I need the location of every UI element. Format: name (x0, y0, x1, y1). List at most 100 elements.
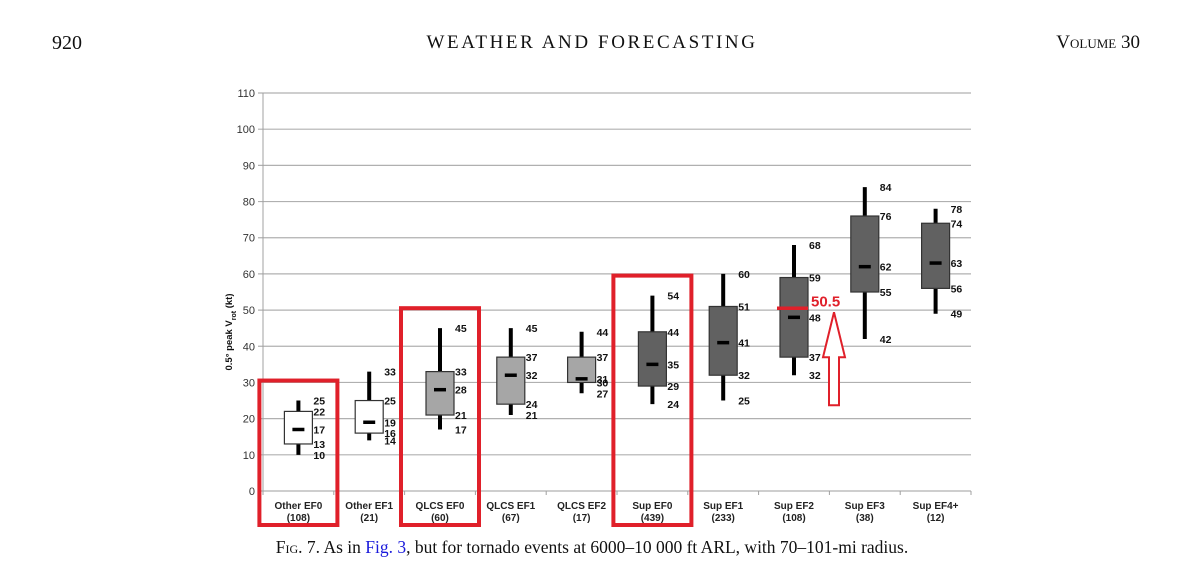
box-sup-ef2: 68 59 48 37 32 (779, 240, 821, 382)
value-label-q1: 21 (455, 410, 467, 422)
category-label: Other EF1 (345, 501, 393, 512)
value-label-min: 14 (384, 435, 396, 447)
iqr-box (496, 356, 526, 405)
value-label-max: 45 (455, 323, 467, 335)
value-label-min: 10 (313, 450, 325, 462)
value-label-median: 32 (526, 370, 538, 382)
value-label-median: 35 (667, 359, 679, 371)
value-label-q3: 59 (809, 273, 821, 285)
value-label-q1: 16 (384, 428, 396, 440)
caption-text-1: As in (320, 537, 366, 557)
value-label-q3: 37 (526, 352, 538, 364)
value-label-max: 68 (809, 240, 821, 252)
caption-text-2: , but for tornado events at 6000–10 000 … (406, 537, 909, 557)
iqr-box (920, 222, 951, 289)
value-label-median: 17 (313, 424, 325, 436)
y-tick-label: 80 (243, 197, 255, 209)
category-label: QLCS EF0 (416, 501, 465, 512)
value-label-min: 42 (880, 334, 892, 346)
value-label-q1: 13 (313, 439, 325, 451)
y-tick-label: 90 (243, 160, 255, 172)
value-label-median: 31 (597, 374, 609, 386)
value-label-median: 19 (384, 417, 396, 429)
value-label-q3: 51 (738, 301, 750, 313)
box-sup-ef0: 54 44 35 29 24 (637, 291, 679, 411)
value-label-q1: 37 (809, 352, 821, 364)
box-sup-ef3: 84 76 62 55 42 (850, 182, 892, 346)
category-label: Other EF0 (275, 501, 323, 512)
category-count: (38) (856, 513, 874, 524)
y-tick-label: 10 (243, 450, 255, 462)
category-label: Sup EF0 (632, 501, 672, 512)
value-label-median: 63 (951, 258, 963, 270)
y-tick-label: 30 (243, 377, 255, 389)
marker-value-label: 50.5 (811, 293, 840, 310)
category-count: (233) (712, 513, 735, 524)
value-label-median: 62 (880, 262, 892, 274)
y-tick-label: 0 (249, 486, 255, 498)
iqr-box (354, 399, 384, 434)
caption-prefix: Fig. 7. (275, 537, 321, 557)
category-label: Sup EF3 (845, 501, 885, 512)
iqr-box (425, 371, 455, 416)
y-tick-label: 40 (243, 341, 255, 353)
highlight-box (257, 378, 340, 527)
category-label: Sup EF2 (774, 501, 814, 512)
box-sup-ef1: 60 51 41 32 25 (708, 269, 750, 408)
journal-title: WEATHER AND FORECASTING (426, 32, 758, 53)
iqr-box (708, 305, 738, 376)
value-label-max: 78 (951, 204, 963, 216)
fig3-link[interactable]: Fig. 3 (365, 537, 407, 557)
value-label-max: 60 (738, 269, 750, 281)
category-label: QLCS EF1 (486, 501, 535, 512)
value-label-max: 54 (667, 291, 679, 303)
value-label-q1: 29 (667, 381, 679, 393)
value-label-min: 49 (951, 309, 963, 321)
value-label-q1: 32 (738, 370, 750, 382)
box-qlcs-ef0: 45 33 28 21 17 (425, 323, 467, 436)
category-count: (17) (573, 513, 591, 524)
boxes: 2522171310332519161445332821174537322421… (283, 182, 963, 462)
y-axis-label-prefix: 0.5° peak V (224, 320, 235, 371)
highlight-box (611, 273, 694, 528)
value-label-q1: 30 (597, 377, 609, 389)
volume-label: Volume 30 (1056, 32, 1140, 53)
iqr-box (850, 215, 880, 293)
figure-caption: Fig. 7. As in Fig. 3, but for tornado ev… (0, 537, 1184, 558)
value-label-q1: 24 (526, 399, 538, 411)
value-label-min: 21 (526, 410, 538, 422)
iqr-box (283, 410, 313, 445)
value-label-q1: 55 (880, 287, 892, 299)
value-label-max: 33 (384, 367, 396, 379)
y-axis-label-unit: (kt) (224, 293, 235, 310)
value-label-q3: 44 (667, 327, 679, 339)
value-label-q3: 37 (597, 352, 609, 364)
category-count: (439) (641, 513, 664, 524)
y-axis-label: 0.5° peak Vrot (kt) (224, 293, 238, 370)
value-label-max: 45 (526, 323, 538, 335)
y-tick-label: 20 (243, 414, 255, 426)
value-label-min: 27 (597, 388, 609, 400)
category-count: (21) (360, 513, 378, 524)
value-label-median: 41 (738, 338, 750, 350)
up-arrow-icon (821, 312, 847, 407)
value-label-q3: 25 (384, 396, 396, 408)
y-tick-labels: 0 10 20 30 40 50 60 70 80 90 100 110 (237, 88, 255, 498)
value-label-q3: 76 (880, 211, 892, 223)
highlight-box (399, 306, 481, 527)
page-number: 920 (52, 32, 82, 54)
value-label-median: 48 (809, 312, 821, 324)
y-tick-label: 100 (237, 124, 255, 136)
value-label-min: 24 (667, 399, 679, 411)
value-label-q3: 22 (313, 406, 325, 418)
category-count: (108) (287, 513, 310, 524)
category-label: Sup EF1 (703, 501, 743, 512)
value-label-q3: 33 (455, 367, 467, 379)
value-label-min: 25 (738, 396, 750, 408)
value-label-min: 32 (809, 370, 821, 382)
